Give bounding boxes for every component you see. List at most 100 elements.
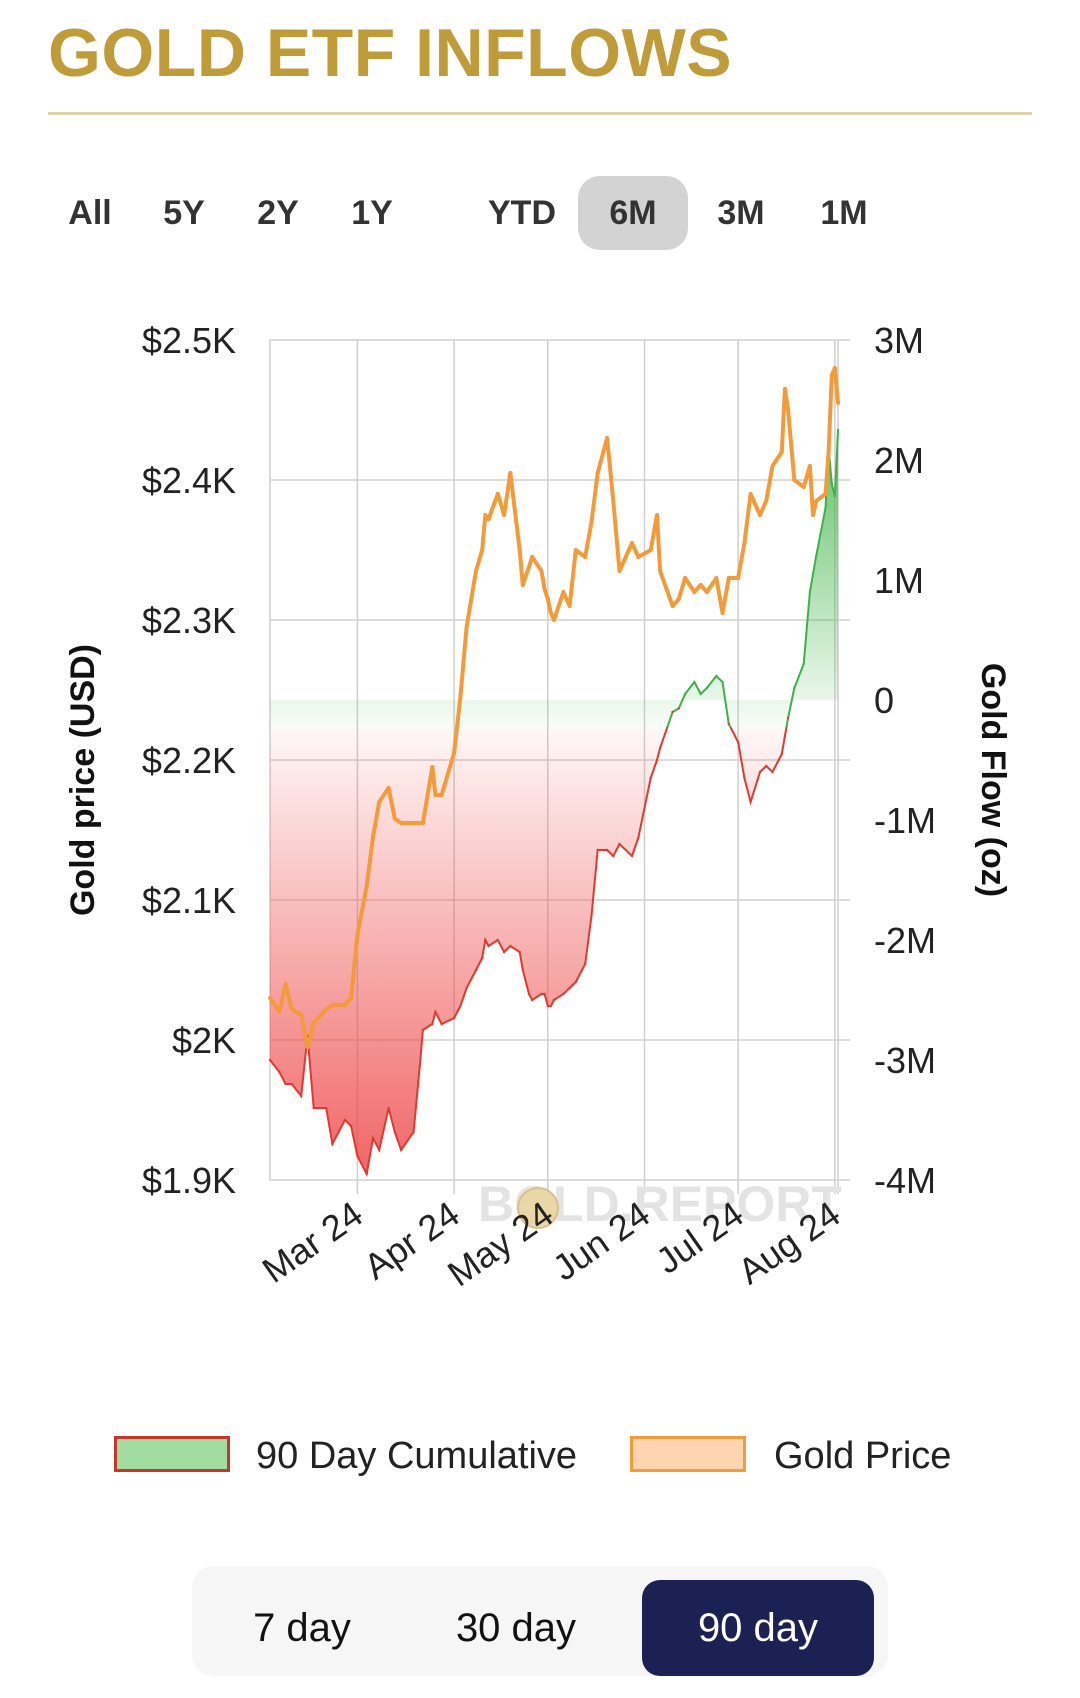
price-data-point	[573, 548, 578, 552]
flow-data-point	[521, 968, 524, 972]
price-data-point	[289, 1007, 294, 1012]
flow-data-point	[736, 740, 740, 744]
range-5y-button[interactable]: 5Y	[163, 194, 205, 232]
range-all-button[interactable]: All	[68, 194, 112, 232]
range-2y-button[interactable]: 2Y	[257, 194, 299, 232]
flow-data-point	[356, 1154, 359, 1158]
price-data-point	[692, 590, 697, 594]
flow-area	[270, 430, 838, 1229]
flow-data-point	[780, 752, 783, 756]
series-lines	[268, 366, 840, 1178]
flow-data-point	[677, 707, 680, 710]
range-1m-button[interactable]: 1M	[820, 194, 868, 232]
price-data-point	[355, 933, 360, 937]
price-data-point	[539, 569, 544, 573]
flow-data-point	[786, 716, 790, 720]
flow-data-point	[290, 1082, 293, 1086]
right-axis-tick-label: 3M	[874, 320, 924, 361]
flow-data-point	[487, 944, 490, 948]
price-data-point	[527, 564, 531, 569]
price-data-point	[704, 590, 709, 594]
right-axis-tick-label: 2M	[874, 440, 924, 481]
price-data-point	[420, 821, 425, 825]
flow-data-point	[584, 962, 587, 966]
period-7-day-button[interactable]: 7 day	[253, 1606, 351, 1650]
price-data-point	[829, 373, 834, 377]
price-data-point	[542, 587, 547, 592]
price-data-point	[452, 751, 457, 755]
price-data-point	[826, 450, 831, 454]
price-data-point	[399, 821, 404, 825]
range-6m-button[interactable]: 6M	[578, 176, 688, 250]
left-axis-tick-label: $1.9K	[142, 1160, 236, 1201]
flow-data-point	[743, 776, 746, 780]
flow-data-point	[715, 674, 718, 678]
price-data-point	[311, 1021, 316, 1026]
range-ytd-button[interactable]: YTD	[488, 194, 556, 232]
price-data-point	[480, 548, 485, 552]
flow-data-point	[637, 836, 640, 840]
price-data-point	[517, 548, 522, 552]
price-data-point	[386, 786, 391, 790]
price-data-point	[779, 450, 784, 454]
price-data-point	[502, 513, 507, 517]
flow-data-point	[771, 770, 774, 774]
flow-data-point	[811, 572, 815, 576]
flow-data-point	[421, 1028, 425, 1032]
price-data-point	[283, 982, 288, 986]
price-data-point	[508, 471, 513, 475]
price-data-point	[814, 499, 819, 503]
price-data-point	[342, 1003, 347, 1007]
price-data-point	[530, 555, 535, 559]
flow-data-point	[683, 692, 687, 696]
price-data-point	[464, 625, 469, 629]
flow-data-point	[300, 1094, 303, 1098]
price-data-point	[617, 569, 622, 573]
price-data-point	[676, 597, 681, 601]
price-data-point	[698, 583, 703, 587]
price-data-point	[611, 499, 616, 503]
flow-data-point	[278, 1070, 281, 1074]
range-1y-button[interactable]: 1Y	[351, 194, 393, 232]
flow-data-point	[531, 998, 534, 1002]
price-data-point	[811, 513, 815, 517]
price-data-point	[364, 884, 369, 888]
price-data-point	[758, 513, 762, 517]
flow-data-point	[431, 1022, 434, 1026]
page-title: GOLD ETF INFLOWS	[48, 15, 733, 91]
flow-data-point	[440, 1022, 443, 1026]
legend-swatch-price	[630, 1436, 746, 1472]
range-3m-button[interactable]: 3M	[717, 194, 765, 232]
price-data-point	[801, 485, 806, 489]
flow-data-point	[618, 842, 621, 846]
price-data-point	[836, 401, 840, 405]
price-data-point	[683, 576, 688, 580]
flow-data-point	[527, 992, 531, 996]
period-30-day-button[interactable]: 30 day	[455, 1606, 577, 1650]
right-axis-tick-label: 1M	[874, 560, 924, 601]
flow-data-point	[418, 1064, 421, 1068]
price-data-point	[552, 618, 556, 622]
flow-data-point	[434, 1010, 437, 1014]
flow-data-point	[474, 968, 478, 972]
price-data-point	[583, 555, 588, 559]
flow-data-point	[630, 854, 634, 858]
price-data-point	[792, 478, 797, 482]
price-data-point	[417, 821, 422, 825]
price-data-point	[786, 408, 791, 412]
flow-data-point	[393, 1130, 396, 1134]
right-axis-tick-label: -2M	[874, 920, 936, 961]
price-data-point	[658, 569, 663, 573]
price-data-point	[520, 583, 525, 587]
period-90-day-button[interactable]: 90 day	[642, 1580, 874, 1676]
right-axis-tick-label: -4M	[874, 1160, 936, 1201]
price-data-point	[807, 464, 812, 468]
flow-data-point	[815, 554, 818, 558]
price-data-point	[495, 492, 500, 496]
price-data-point	[486, 517, 491, 522]
price-data-point	[430, 765, 435, 769]
flow-data-point	[574, 980, 577, 984]
price-data-point	[832, 366, 837, 370]
right-axis-tick-label: -1M	[874, 800, 936, 841]
flow-data-point	[312, 1106, 315, 1110]
